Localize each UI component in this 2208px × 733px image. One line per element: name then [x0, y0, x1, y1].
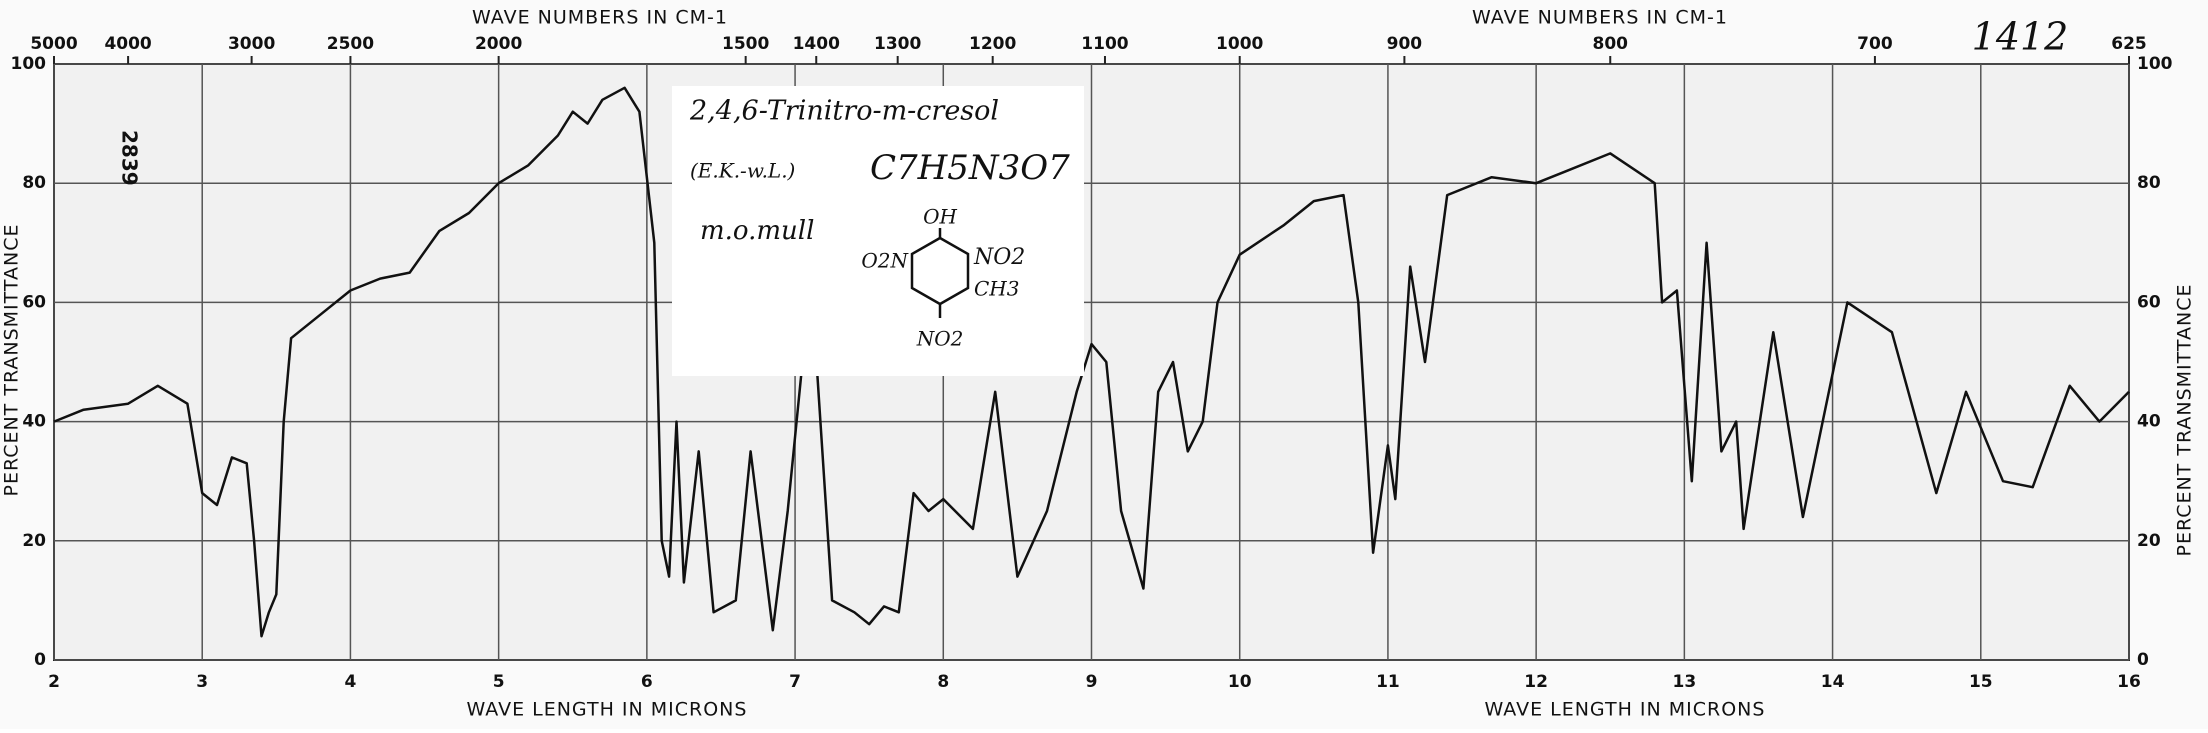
x-tick-label: 14: [1821, 672, 1845, 692]
x-tick-label: 8: [937, 672, 949, 692]
x2-tick-label: 2000: [475, 34, 522, 54]
substituent: O2N: [861, 249, 909, 273]
annotation-box: 2,4,6-Trinitro-m-cresol (E.K.-w.L.) C7H5…: [672, 86, 1084, 376]
y2-tick-label: 100: [2137, 54, 2173, 74]
serial-number: 1412: [1972, 15, 2069, 59]
x-axis-title: WAVE LENGTH IN MICRONS: [1485, 699, 1766, 721]
x2-axis-title: WAVE NUMBERS IN CM-1: [472, 7, 728, 29]
x2-axis-title: WAVE NUMBERS IN CM-1: [1472, 7, 1728, 29]
y2-tick-label: 80: [2137, 173, 2161, 193]
x-tick-label: 4: [345, 672, 357, 692]
source: (E.K.-w.L.): [690, 159, 795, 183]
substituent: NO2: [916, 327, 964, 351]
x2-tick-label: 1300: [874, 34, 921, 54]
x2-tick-label: 3000: [228, 34, 275, 54]
spectrum-line: [53, 86, 2130, 638]
x2-tick-label: 1100: [1081, 34, 1128, 54]
x-tick-label: 11: [1376, 672, 1400, 692]
compound-name: 2,4,6-Trinitro-m-cresol: [689, 96, 999, 127]
plot-area: 0 0 20 20 40 40 60 60 80 80 100 100 2 3 4 5 6 7 8 9 10 11 12 13…: [11, 34, 2173, 692]
y-tick-label: 80: [22, 173, 46, 193]
x-tick-label: 16: [2117, 672, 2141, 692]
x2-tick-label: 1200: [969, 34, 1016, 54]
x-tick-label: 12: [1524, 672, 1548, 692]
x2-tick-label: 625: [2111, 34, 2147, 54]
x2-tick-label: 900: [1387, 34, 1423, 54]
medium: m.o.mull: [700, 216, 814, 246]
x2-tick-label: 1500: [722, 34, 769, 54]
substituent: NO2: [973, 245, 1025, 270]
y-axis-title: PERCENT TRANSMITTANCE: [1, 223, 23, 496]
x-tick-label: 3: [196, 672, 208, 692]
y2-tick-label: 20: [2137, 531, 2161, 551]
y-tick-label: 60: [22, 292, 46, 312]
x-tick-label: 5: [493, 672, 505, 692]
x2-tick-label: 1000: [1216, 34, 1263, 54]
catalog-number: 2839: [118, 130, 142, 186]
substituent: OH: [923, 205, 957, 229]
y-tick-label: 40: [22, 412, 46, 432]
x2-tick-label: 2500: [327, 34, 374, 54]
y-tick-label: 20: [22, 531, 46, 551]
y-axis-title: PERCENT TRANSMITTANCE: [2174, 283, 2196, 556]
x-tick-label: 10: [1228, 672, 1252, 692]
x2-tick-label: 4000: [104, 34, 151, 54]
x-tick-label: 13: [1673, 672, 1697, 692]
y-tick-label: 0: [34, 650, 46, 670]
y2-tick-label: 0: [2137, 650, 2149, 670]
x-tick-label: 9: [1086, 672, 1098, 692]
y-tick-label: 100: [11, 54, 47, 74]
x-tick-label: 15: [1969, 672, 1993, 692]
y2-tick-label: 60: [2137, 292, 2161, 312]
label-card: [672, 86, 1084, 376]
substituent: CH3: [974, 277, 1019, 301]
x2-tick-label: 700: [1857, 34, 1893, 54]
y2-tick-label: 40: [2137, 412, 2161, 432]
x2-tick-label: 1400: [793, 34, 840, 54]
x2-tick-label: 5000: [30, 34, 77, 54]
x-tick-label: 7: [789, 672, 801, 692]
formula: C7H5N3O7: [870, 148, 1070, 188]
x2-tick-label: 800: [1593, 34, 1629, 54]
x-tick-label: 6: [641, 672, 653, 692]
x-axis-title: WAVE LENGTH IN MICRONS: [467, 699, 748, 721]
x-tick-label: 2: [48, 672, 60, 692]
